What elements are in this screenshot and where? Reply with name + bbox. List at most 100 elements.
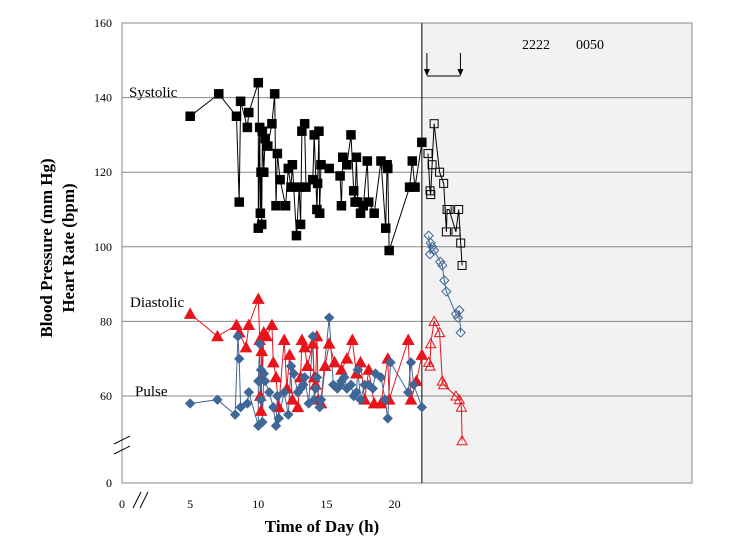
data-point-diastolic — [254, 404, 268, 416]
data-point-systolic — [291, 230, 302, 241]
data-point-pulse — [382, 413, 393, 424]
annotation-start-label: 2222 — [522, 38, 550, 53]
data-point-systolic — [272, 148, 283, 159]
data-point-diastolic_night — [455, 401, 468, 412]
y-tick-label: 80 — [100, 314, 112, 328]
data-point-pulse — [278, 387, 290, 398]
data-point-systolic — [234, 197, 244, 207]
data-point-systolic — [269, 89, 280, 99]
data-point-pulse — [232, 331, 244, 342]
y-axis-break-mark — [113, 435, 131, 455]
data-point-systolic — [410, 182, 420, 192]
data-point-systolic_night — [451, 227, 461, 237]
data-point-systolic_night — [441, 227, 451, 237]
data-point-diastolic — [211, 329, 224, 342]
data-point-systolic — [363, 197, 374, 207]
data-point-systolic — [417, 137, 427, 148]
y-tick-label: 160 — [94, 16, 112, 30]
y-axis-title-line-2: Heart Rate (bpm) — [59, 183, 78, 312]
data-point-pulse — [323, 312, 335, 323]
data-point-systolic — [263, 141, 273, 151]
data-point-pulse_night — [428, 245, 440, 256]
data-point-diastolic — [340, 352, 354, 364]
data-point-pulse — [299, 372, 310, 383]
data-point-diastolic_night — [422, 356, 435, 367]
data-point-pulse — [288, 368, 299, 379]
data-point-systolic — [286, 182, 296, 192]
data-point-pulse — [234, 353, 245, 364]
data-point-diastolic_night — [456, 434, 468, 446]
data-point-pulse — [212, 394, 223, 405]
data-point-diastolic — [404, 393, 418, 405]
data-point-pulse — [352, 364, 364, 376]
data-point-pulse — [268, 401, 279, 413]
data-point-pulse — [311, 372, 323, 383]
data-point-pulse — [308, 394, 320, 405]
data-point-systolic_night — [456, 238, 466, 248]
data-point-systolic_night — [426, 190, 436, 200]
data-point-pulse_night — [454, 305, 465, 316]
data-point-systolic — [336, 201, 347, 211]
data-point-systolic — [299, 118, 310, 129]
data-point-pulse — [263, 387, 275, 398]
data-point-diastolic_night — [424, 337, 437, 349]
data-point-pulse_night — [437, 260, 448, 271]
data-point-diastolic — [301, 359, 314, 372]
data-point-diastolic — [286, 393, 299, 405]
data-point-pulse_night — [455, 327, 466, 338]
data-point-pulse — [283, 409, 294, 420]
data-point-diastolic — [277, 333, 291, 345]
x-axis-break-mark — [132, 491, 149, 509]
data-point-systolic — [351, 152, 362, 163]
data-point-pulse — [255, 394, 267, 405]
data-point-diastolic — [415, 348, 429, 360]
data-point-diastolic_night — [433, 326, 446, 338]
data-point-pulse — [375, 372, 387, 383]
data-point-diastolic — [265, 318, 279, 331]
data-point-pulse — [367, 383, 378, 394]
data-point-systolic — [324, 163, 334, 174]
data-point-systolic_night — [427, 160, 437, 170]
data-point-pulse — [235, 401, 246, 413]
data-point-systolic — [235, 96, 246, 107]
data-point-diastolic — [255, 344, 269, 357]
data-point-systolic — [380, 223, 391, 233]
y-axis-title-line-1: Blood Pressure (mm Hg) — [37, 158, 56, 337]
data-point-systolic — [407, 156, 418, 166]
data-point-pulse — [259, 375, 271, 387]
annotation-start-arrowhead — [423, 69, 430, 76]
data-point-systolic — [185, 111, 195, 121]
data-point-systolic — [312, 178, 323, 189]
data-point-systolic_night — [454, 205, 464, 214]
data-point-pulse_night — [435, 256, 446, 267]
data-point-pulse — [310, 383, 321, 394]
data-point-pulse — [229, 409, 241, 420]
series-line-diastolic_night — [428, 319, 463, 441]
data-point-pulse — [315, 394, 327, 405]
data-point-systolic_night — [457, 260, 467, 270]
data-point-diastolic — [251, 292, 265, 304]
data-point-pulse_night — [450, 308, 462, 320]
y-tick-label: 100 — [94, 240, 112, 254]
x-tick-label: 15 — [320, 497, 332, 511]
data-point-pulse — [379, 394, 391, 405]
data-point-pulse — [314, 401, 325, 413]
data-point-systolic — [267, 118, 277, 129]
data-point-diastolic_night — [428, 315, 440, 326]
annotation-end-label: 0050 — [576, 38, 604, 53]
data-point-systolic — [362, 156, 373, 166]
data-point-pulse_night — [425, 237, 436, 249]
y-tick-label: 140 — [94, 91, 112, 105]
data-point-systolic — [316, 159, 326, 170]
data-point-systolic — [280, 201, 291, 211]
data-point-systolic — [275, 174, 285, 185]
data-point-pulse — [338, 372, 350, 383]
data-point-systolic — [259, 167, 269, 177]
data-point-diastolic — [239, 340, 253, 353]
data-point-pulse — [273, 413, 284, 424]
data-point-systolic — [242, 122, 253, 133]
data-point-systolic — [369, 208, 379, 218]
data-point-systolic — [384, 245, 394, 256]
label-diastolic: Diastolic — [130, 295, 184, 311]
data-point-pulse — [270, 420, 282, 432]
